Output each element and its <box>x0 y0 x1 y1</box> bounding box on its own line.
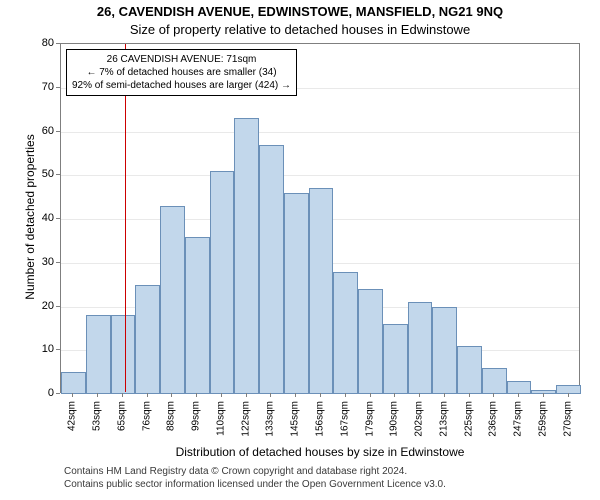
x-tick-mark <box>171 393 172 397</box>
y-tick-mark <box>56 43 60 44</box>
histogram-bar <box>358 289 383 394</box>
x-tick-mark <box>221 393 222 397</box>
x-tick-label: 110sqm <box>215 401 226 436</box>
histogram-bar <box>482 368 507 394</box>
x-tick-mark <box>97 393 98 397</box>
x-tick-mark <box>370 393 371 397</box>
x-tick-mark <box>122 393 123 397</box>
histogram-bar <box>86 315 111 394</box>
x-tick-mark <box>419 393 420 397</box>
info-box-line1: 26 CAVENDISH AVENUE: 71sqm <box>72 53 291 66</box>
x-tick-label: 259sqm <box>537 401 548 437</box>
histogram-bar <box>160 206 185 394</box>
y-tick-label: 0 <box>32 387 54 399</box>
y-tick-mark <box>56 349 60 350</box>
histogram-bar <box>185 237 210 395</box>
x-tick-mark <box>246 393 247 397</box>
x-tick-mark <box>147 393 148 397</box>
y-tick-mark <box>56 262 60 263</box>
x-tick-mark <box>493 393 494 397</box>
x-tick-mark <box>270 393 271 397</box>
y-tick-mark <box>56 306 60 307</box>
x-tick-label: 133sqm <box>265 401 276 437</box>
x-tick-mark <box>72 393 73 397</box>
gridline <box>61 175 579 176</box>
x-tick-label: 53sqm <box>92 401 103 431</box>
x-tick-mark <box>345 393 346 397</box>
histogram-bar <box>457 346 482 394</box>
x-tick-label: 213sqm <box>438 401 449 437</box>
page-title: 26, CAVENDISH AVENUE, EDWINSTOWE, MANSFI… <box>0 4 600 19</box>
histogram-bar <box>259 145 284 394</box>
page-subtitle: Size of property relative to detached ho… <box>0 22 600 37</box>
x-tick-label: 99sqm <box>191 401 202 431</box>
info-box: 26 CAVENDISH AVENUE: 71sqm ← 7% of detac… <box>66 49 297 96</box>
x-tick-label: 236sqm <box>488 401 499 437</box>
x-tick-mark <box>543 393 544 397</box>
x-tick-label: 167sqm <box>339 401 350 437</box>
footer-line2: Contains public sector information licen… <box>64 478 446 491</box>
y-tick-label: 80 <box>32 37 54 49</box>
histogram-bar <box>135 285 160 394</box>
histogram-bar <box>210 171 235 394</box>
x-tick-mark <box>518 393 519 397</box>
histogram-bar <box>408 302 433 394</box>
histogram-bar <box>333 272 358 395</box>
x-tick-label: 202sqm <box>414 401 425 437</box>
x-tick-label: 270sqm <box>562 401 573 437</box>
x-tick-mark <box>320 393 321 397</box>
x-tick-mark <box>444 393 445 397</box>
x-tick-mark <box>568 393 569 397</box>
histogram-bar <box>284 193 309 394</box>
histogram-bar <box>309 188 334 394</box>
histogram-bar <box>556 385 581 394</box>
x-tick-label: 88sqm <box>166 401 177 431</box>
x-tick-label: 76sqm <box>141 401 152 431</box>
y-tick-label: 10 <box>32 343 54 355</box>
gridline <box>61 132 579 133</box>
histogram-bar <box>234 118 259 394</box>
y-tick-mark <box>56 87 60 88</box>
y-tick-mark <box>56 218 60 219</box>
x-tick-label: 122sqm <box>240 401 251 437</box>
footer-attribution: Contains HM Land Registry data © Crown c… <box>64 465 446 491</box>
y-tick-mark <box>56 131 60 132</box>
x-tick-label: 225sqm <box>463 401 474 437</box>
marker-line <box>125 44 126 392</box>
histogram-bar <box>383 324 408 394</box>
x-tick-label: 145sqm <box>290 401 301 437</box>
x-tick-mark <box>394 393 395 397</box>
y-tick-mark <box>56 174 60 175</box>
x-tick-label: 65sqm <box>116 401 127 431</box>
x-tick-label: 190sqm <box>389 401 400 437</box>
histogram-bar <box>111 315 136 394</box>
histogram-bar <box>531 390 556 394</box>
y-tick-label: 70 <box>32 81 54 93</box>
x-tick-label: 156sqm <box>315 401 326 437</box>
info-box-line3: 92% of semi-detached houses are larger (… <box>72 79 291 92</box>
x-tick-mark <box>469 393 470 397</box>
info-box-line2: ← 7% of detached houses are smaller (34) <box>72 66 291 79</box>
x-tick-mark <box>196 393 197 397</box>
histogram-bar <box>432 307 457 395</box>
y-tick-mark <box>56 393 60 394</box>
x-tick-label: 42sqm <box>67 401 78 431</box>
x-tick-label: 247sqm <box>513 401 524 437</box>
histogram-bar <box>61 372 86 394</box>
x-tick-label: 179sqm <box>364 401 375 437</box>
x-axis-label: Distribution of detached houses by size … <box>60 445 580 459</box>
y-axis-label: Number of detached properties <box>23 117 37 317</box>
footer-line1: Contains HM Land Registry data © Crown c… <box>64 465 446 478</box>
x-tick-mark <box>295 393 296 397</box>
